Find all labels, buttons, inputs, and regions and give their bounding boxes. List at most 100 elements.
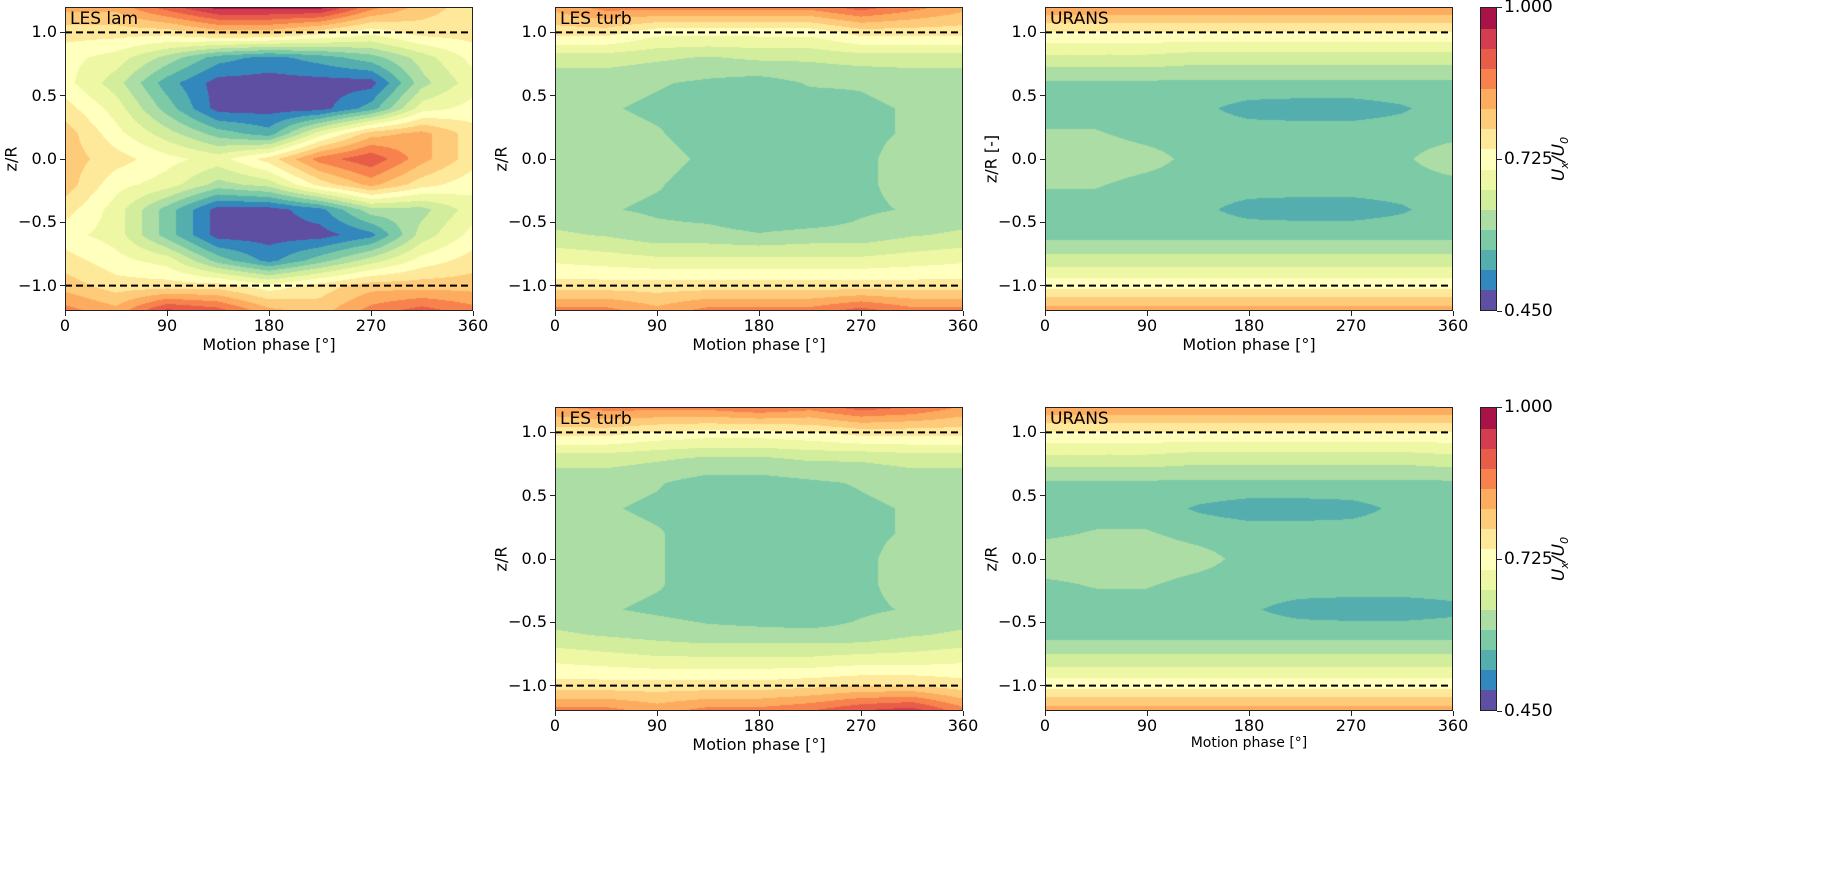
y-tick-label: −0.5 bbox=[508, 612, 547, 632]
y-tick-mark bbox=[1040, 31, 1045, 33]
reference-lines bbox=[1045, 31, 1453, 287]
x-tick-mark bbox=[962, 711, 964, 716]
colorbar-band bbox=[1481, 649, 1496, 671]
colorbar-band bbox=[1481, 448, 1496, 469]
reference-lines bbox=[555, 431, 963, 687]
colorbar bbox=[1480, 407, 1497, 711]
y-tick-label: 0.0 bbox=[521, 149, 547, 168]
y-tick-label: 0.5 bbox=[31, 85, 57, 105]
reference-lines bbox=[1045, 431, 1453, 687]
x-tick-label: 360 bbox=[1437, 316, 1469, 335]
y-tick-label: −0.5 bbox=[998, 612, 1037, 632]
x-tick-mark bbox=[860, 311, 862, 316]
x-tick-mark bbox=[656, 311, 658, 316]
colorbar-band bbox=[1481, 528, 1496, 550]
colorbar-band bbox=[1481, 128, 1496, 150]
colorbar-label: Ux/U0 bbox=[1549, 537, 1571, 581]
x-tick-label: 270 bbox=[845, 316, 877, 335]
contour-panel: URANS bbox=[1045, 7, 1453, 311]
y-tick-label: −1.0 bbox=[998, 275, 1037, 295]
colorbar-label-part: x bbox=[1558, 562, 1572, 569]
y-tick-mark bbox=[60, 158, 65, 160]
colorbar-band bbox=[1481, 609, 1496, 630]
x-tick-mark bbox=[1044, 311, 1046, 316]
y-axis-label: z/R [-] bbox=[981, 134, 1001, 184]
y-tick-label: −1.0 bbox=[998, 675, 1037, 695]
panel-title: LES lam bbox=[70, 9, 139, 29]
contour-field bbox=[1045, 7, 1453, 311]
y-axis-label: z/R bbox=[981, 546, 1001, 572]
y-tick-mark bbox=[550, 95, 555, 97]
y-tick-label: 1.0 bbox=[521, 422, 547, 442]
y-tick-mark bbox=[550, 685, 555, 687]
y-tick-mark bbox=[1040, 431, 1045, 433]
colorbar-band bbox=[1481, 169, 1496, 190]
x-tick-mark bbox=[1350, 311, 1352, 316]
colorbar-tick-label: 0.450 bbox=[1504, 301, 1553, 321]
x-tick-mark bbox=[554, 711, 556, 716]
y-tick-mark bbox=[1040, 221, 1045, 223]
y-tick-mark bbox=[60, 221, 65, 223]
x-tick-mark bbox=[370, 311, 372, 316]
y-tick-mark bbox=[1040, 685, 1045, 687]
x-tick-label: 270 bbox=[845, 716, 877, 735]
colorbar-label-part: U bbox=[1548, 168, 1569, 182]
y-axis-label: z/R bbox=[491, 146, 511, 172]
colorbar-label-part: / bbox=[1548, 556, 1569, 563]
contour-panel: LES lam bbox=[65, 7, 473, 311]
y-tick-mark bbox=[1040, 621, 1045, 623]
colorbar-band bbox=[1481, 269, 1496, 291]
y-tick-label: 0.5 bbox=[1011, 485, 1037, 505]
contour-field bbox=[65, 7, 473, 311]
y-tick-mark bbox=[60, 31, 65, 33]
colorbar-band bbox=[1481, 408, 1496, 429]
colorbar-tick-mark bbox=[1497, 310, 1502, 312]
colorbar-tick-mark bbox=[1497, 558, 1502, 560]
x-tick-label: 90 bbox=[156, 316, 178, 335]
y-tick-mark bbox=[550, 158, 555, 160]
x-tick-mark bbox=[472, 311, 474, 316]
colorbar-band bbox=[1481, 28, 1496, 49]
colorbar-band bbox=[1481, 289, 1496, 311]
y-tick-mark bbox=[550, 558, 555, 560]
colorbar-band bbox=[1481, 669, 1496, 691]
x-tick-mark bbox=[656, 711, 658, 716]
colorbar-tick-label: 1.000 bbox=[1504, 397, 1553, 417]
colorbar-band bbox=[1481, 428, 1496, 449]
y-tick-label: 1.0 bbox=[31, 22, 57, 42]
y-tick-label: 0.0 bbox=[521, 549, 547, 568]
x-tick-mark bbox=[1248, 311, 1250, 316]
panel-title: URANS bbox=[1050, 409, 1109, 429]
colorbar-band bbox=[1481, 468, 1496, 490]
x-tick-label: 0 bbox=[1039, 316, 1051, 335]
x-tick-label: 180 bbox=[253, 316, 285, 335]
y-tick-label: −0.5 bbox=[998, 212, 1037, 232]
colorbar-band bbox=[1481, 589, 1496, 610]
y-tick-mark bbox=[550, 285, 555, 287]
x-axis-label: Motion phase [°] bbox=[692, 735, 826, 754]
colorbar-band bbox=[1481, 8, 1496, 29]
x-tick-label: 90 bbox=[646, 716, 668, 735]
colorbar-band bbox=[1481, 68, 1496, 90]
colorbar-tick-label: 1.000 bbox=[1504, 0, 1553, 17]
y-tick-mark bbox=[1040, 158, 1045, 160]
x-tick-mark bbox=[166, 311, 168, 316]
colorbar-tick-label: 0.725 bbox=[1504, 149, 1553, 169]
y-tick-mark bbox=[1040, 285, 1045, 287]
y-tick-mark bbox=[550, 31, 555, 33]
x-tick-label: 270 bbox=[1335, 316, 1367, 335]
colorbar-band bbox=[1481, 548, 1496, 570]
x-tick-label: 180 bbox=[1233, 716, 1265, 735]
x-tick-mark bbox=[1248, 711, 1250, 716]
reference-lines bbox=[65, 31, 473, 287]
contour-panel: LES turb bbox=[555, 7, 963, 311]
x-tick-mark bbox=[1452, 311, 1454, 316]
x-tick-mark bbox=[554, 311, 556, 316]
contour-panel: LES turb bbox=[555, 407, 963, 711]
colorbar-tick-mark bbox=[1497, 158, 1502, 160]
colorbar-tick-mark bbox=[1497, 710, 1502, 712]
x-tick-label: 0 bbox=[59, 316, 71, 335]
colorbar-band bbox=[1481, 569, 1496, 590]
y-tick-mark bbox=[60, 95, 65, 97]
y-tick-mark bbox=[550, 221, 555, 223]
